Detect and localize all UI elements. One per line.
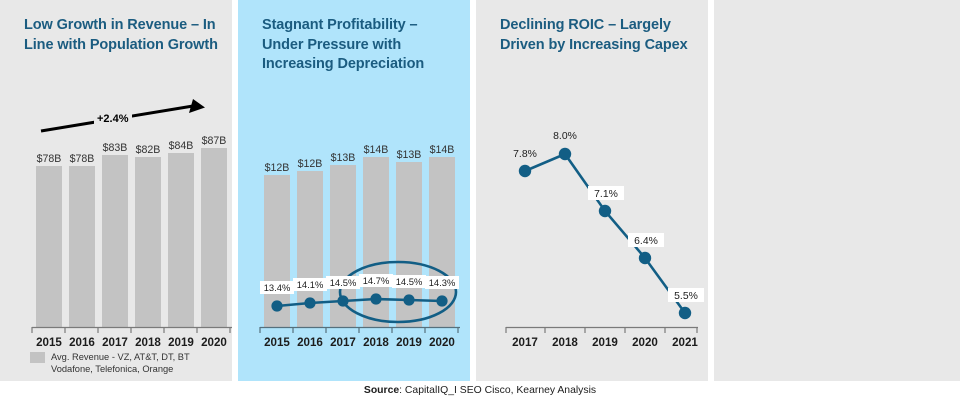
ellipse-highlight <box>338 260 458 324</box>
svg-text:2021: 2021 <box>672 336 698 349</box>
svg-text:2016: 2016 <box>297 336 323 349</box>
panel-gap-2 <box>470 0 476 381</box>
svg-text:$83B: $83B <box>103 142 128 154</box>
svg-text:$78B: $78B <box>70 153 95 165</box>
revenue-legend-label: Avg. Revenue - VZ, AT&T, DT, BT Vodafone… <box>51 352 190 374</box>
panel-roic-title: Declining ROIC – Largely Driven by Incre… <box>500 17 688 53</box>
svg-text:7.8%: 7.8% <box>513 149 537 160</box>
svg-text:$12B: $12B <box>298 158 323 170</box>
panel-revenue-title: Low Growth in Revenue – In Line with Pop… <box>24 17 218 53</box>
panel-root-causes: C3 5 <box>714 0 960 381</box>
roic-line-chart: 7.8% 8.0% 7.1% 6.4% 5.5% 2017 2018 2019 <box>505 131 704 349</box>
svg-text:$14B: $14B <box>364 144 389 156</box>
svg-text:6.4%: 6.4% <box>634 236 658 247</box>
svg-text:14.3%: 14.3% <box>429 277 456 288</box>
growth-annotation: +2.4% <box>94 113 132 125</box>
roic-labels: 7.8% 8.0% 7.1% 6.4% 5.5% <box>513 131 704 302</box>
svg-text:8.0%: 8.0% <box>553 131 577 142</box>
svg-text:2020: 2020 <box>632 336 658 349</box>
svg-text:14.5%: 14.5% <box>396 276 423 287</box>
svg-text:2019: 2019 <box>168 336 194 349</box>
revenue-x-axis <box>31 326 232 333</box>
source-label: Source <box>363 385 400 396</box>
growth-value: +2.4% <box>97 113 129 125</box>
svg-text:14.7%: 14.7% <box>363 275 390 286</box>
svg-text:2018: 2018 <box>552 336 578 349</box>
svg-text:2015: 2015 <box>264 336 290 349</box>
svg-text:$87B: $87B <box>202 135 227 147</box>
ebit-pct-labels: 13.4% 14.1% 14.5% 14.7% 14.5% 14.3% <box>260 274 459 294</box>
svg-text:2018: 2018 <box>135 336 161 349</box>
svg-text:$13B: $13B <box>331 152 356 164</box>
ebit-pct-points <box>271 293 448 312</box>
svg-text:$78B: $78B <box>37 153 62 165</box>
bar-swatch-icon <box>30 352 45 363</box>
svg-text:14.1%: 14.1% <box>297 279 324 290</box>
svg-text:$12B: $12B <box>265 162 290 174</box>
svg-text:2017: 2017 <box>330 336 356 349</box>
svg-text:2019: 2019 <box>592 336 618 349</box>
revenue-legend: Avg. Revenue - VZ, AT&T, DT, BT Vodafone… <box>30 352 225 375</box>
panel-profitability-title: Stagnant Profitability – Under Pressure … <box>262 17 425 73</box>
svg-text:2017: 2017 <box>102 336 128 349</box>
svg-text:$82B: $82B <box>136 144 161 156</box>
revenue-bar-chart: $78B $78B $83B $82B $84B $87B 2015 2016 … <box>31 99 232 349</box>
svg-text:2020: 2020 <box>201 336 227 349</box>
panel-gap-1 <box>232 0 238 381</box>
svg-text:7.1%: 7.1% <box>594 189 618 200</box>
svg-text:2018: 2018 <box>363 336 389 349</box>
profitability-combo-chart: $12B $12B $13B $14B $13B $14B 13.4% <box>259 144 460 349</box>
panel-revenue: Low Growth in Revenue – In Line with Pop… <box>0 0 232 381</box>
profitability-x-axis <box>259 326 460 333</box>
svg-text:$13B: $13B <box>397 149 422 161</box>
roic-x-axis <box>505 326 698 333</box>
roic-points <box>518 147 692 320</box>
svg-text:2019: 2019 <box>396 336 422 349</box>
svg-text:$84B: $84B <box>169 140 194 152</box>
svg-text:2015: 2015 <box>36 336 62 349</box>
source-line: Source: CapitalIQ_I SEO Cisco, Kearney A… <box>0 385 960 396</box>
svg-text:2020: 2020 <box>429 336 455 349</box>
svg-text:2016: 2016 <box>69 336 95 349</box>
panel-gap-3 <box>708 0 714 381</box>
svg-text:13.4%: 13.4% <box>264 282 291 293</box>
revenue-bars <box>36 148 227 327</box>
svg-text:14.5%: 14.5% <box>330 277 357 288</box>
svg-text:$14B: $14B <box>430 144 455 156</box>
svg-text:2017: 2017 <box>512 336 538 349</box>
svg-text:5.5%: 5.5% <box>674 291 698 302</box>
panel-profitability: Stagnant Profitability – Under Pressure … <box>238 0 470 381</box>
panel-roic: Declining ROIC – Largely Driven by Incre… <box>476 0 708 381</box>
source-text: : CapitalIQ_I SEO Cisco, Kearney Analysi… <box>399 385 597 396</box>
